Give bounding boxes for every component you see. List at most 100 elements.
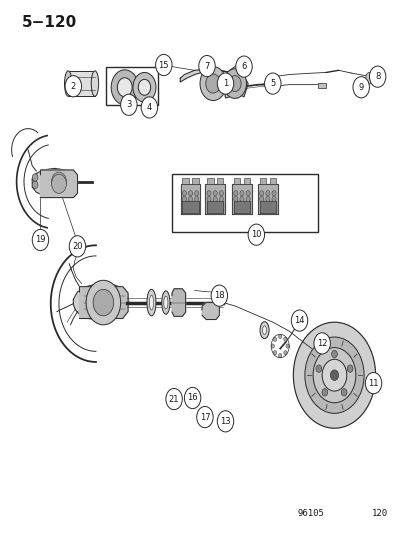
Polygon shape: [32, 168, 77, 196]
Text: 18: 18: [214, 291, 224, 300]
Circle shape: [233, 191, 237, 196]
Circle shape: [188, 191, 192, 196]
Bar: [172, 174, 317, 232]
Text: 19: 19: [35, 236, 45, 245]
Circle shape: [65, 76, 81, 97]
Circle shape: [313, 333, 330, 354]
Polygon shape: [180, 184, 200, 214]
Circle shape: [283, 337, 286, 342]
Circle shape: [315, 365, 321, 373]
Polygon shape: [73, 284, 128, 320]
FancyBboxPatch shape: [206, 179, 213, 184]
Circle shape: [120, 94, 137, 115]
Circle shape: [205, 74, 220, 93]
Text: 17: 17: [199, 413, 210, 422]
Circle shape: [265, 191, 269, 196]
Circle shape: [265, 196, 269, 201]
Polygon shape: [202, 303, 219, 319]
Circle shape: [235, 56, 252, 77]
Polygon shape: [172, 289, 185, 317]
Polygon shape: [233, 201, 249, 213]
Circle shape: [219, 196, 223, 201]
Circle shape: [364, 373, 381, 394]
Circle shape: [233, 196, 237, 201]
Circle shape: [194, 196, 198, 201]
Circle shape: [52, 172, 66, 191]
Polygon shape: [206, 201, 223, 213]
Circle shape: [111, 70, 138, 105]
Bar: [106, 67, 157, 106]
Circle shape: [293, 322, 375, 428]
Circle shape: [271, 196, 275, 201]
Polygon shape: [205, 184, 225, 214]
FancyBboxPatch shape: [182, 179, 188, 184]
Circle shape: [271, 191, 275, 196]
Circle shape: [247, 224, 264, 245]
Text: 7: 7: [204, 62, 209, 70]
Ellipse shape: [161, 291, 170, 314]
Circle shape: [52, 174, 66, 193]
Circle shape: [271, 344, 274, 348]
Text: 2: 2: [71, 82, 76, 91]
FancyBboxPatch shape: [269, 179, 275, 184]
Text: 96105: 96105: [297, 510, 323, 519]
Circle shape: [321, 359, 346, 391]
Text: 16: 16: [187, 393, 197, 402]
Circle shape: [188, 196, 192, 201]
Circle shape: [196, 407, 213, 427]
Circle shape: [199, 67, 226, 101]
FancyBboxPatch shape: [192, 179, 198, 184]
Circle shape: [182, 191, 186, 196]
Circle shape: [273, 351, 276, 355]
Text: 4: 4: [147, 103, 152, 112]
FancyBboxPatch shape: [68, 71, 95, 96]
Circle shape: [219, 191, 223, 196]
Text: 5: 5: [270, 79, 275, 88]
Circle shape: [352, 77, 368, 98]
Circle shape: [245, 196, 249, 201]
Text: 11: 11: [368, 378, 378, 387]
Text: 6: 6: [241, 62, 246, 71]
Text: 12: 12: [316, 339, 327, 348]
Ellipse shape: [149, 295, 153, 310]
Bar: [317, 83, 325, 88]
Polygon shape: [257, 184, 277, 214]
Circle shape: [304, 337, 363, 414]
Ellipse shape: [91, 71, 98, 96]
Circle shape: [86, 280, 120, 325]
Text: 10: 10: [251, 230, 261, 239]
Circle shape: [32, 229, 49, 251]
Polygon shape: [79, 287, 128, 318]
Circle shape: [368, 66, 385, 87]
Circle shape: [245, 191, 249, 196]
Text: 5−120: 5−120: [22, 14, 77, 30]
Text: 8: 8: [374, 72, 380, 81]
Ellipse shape: [164, 296, 168, 309]
FancyBboxPatch shape: [233, 179, 240, 184]
Ellipse shape: [259, 321, 268, 338]
Circle shape: [141, 97, 157, 118]
Circle shape: [93, 289, 114, 316]
Circle shape: [32, 181, 38, 189]
Circle shape: [213, 191, 217, 196]
Circle shape: [259, 196, 263, 201]
Circle shape: [117, 78, 132, 97]
Text: 20: 20: [72, 242, 83, 251]
Circle shape: [184, 387, 200, 409]
Circle shape: [273, 337, 276, 342]
FancyBboxPatch shape: [243, 179, 249, 184]
Circle shape: [166, 389, 182, 410]
Circle shape: [223, 69, 246, 99]
Circle shape: [32, 174, 38, 181]
Polygon shape: [182, 201, 198, 213]
Circle shape: [182, 196, 186, 201]
Circle shape: [239, 191, 243, 196]
Polygon shape: [180, 69, 247, 98]
Circle shape: [206, 196, 211, 201]
Circle shape: [321, 389, 327, 396]
Circle shape: [285, 344, 289, 348]
Circle shape: [283, 351, 286, 355]
Text: 120: 120: [370, 510, 387, 519]
Circle shape: [264, 73, 280, 94]
Text: 13: 13: [220, 417, 230, 426]
